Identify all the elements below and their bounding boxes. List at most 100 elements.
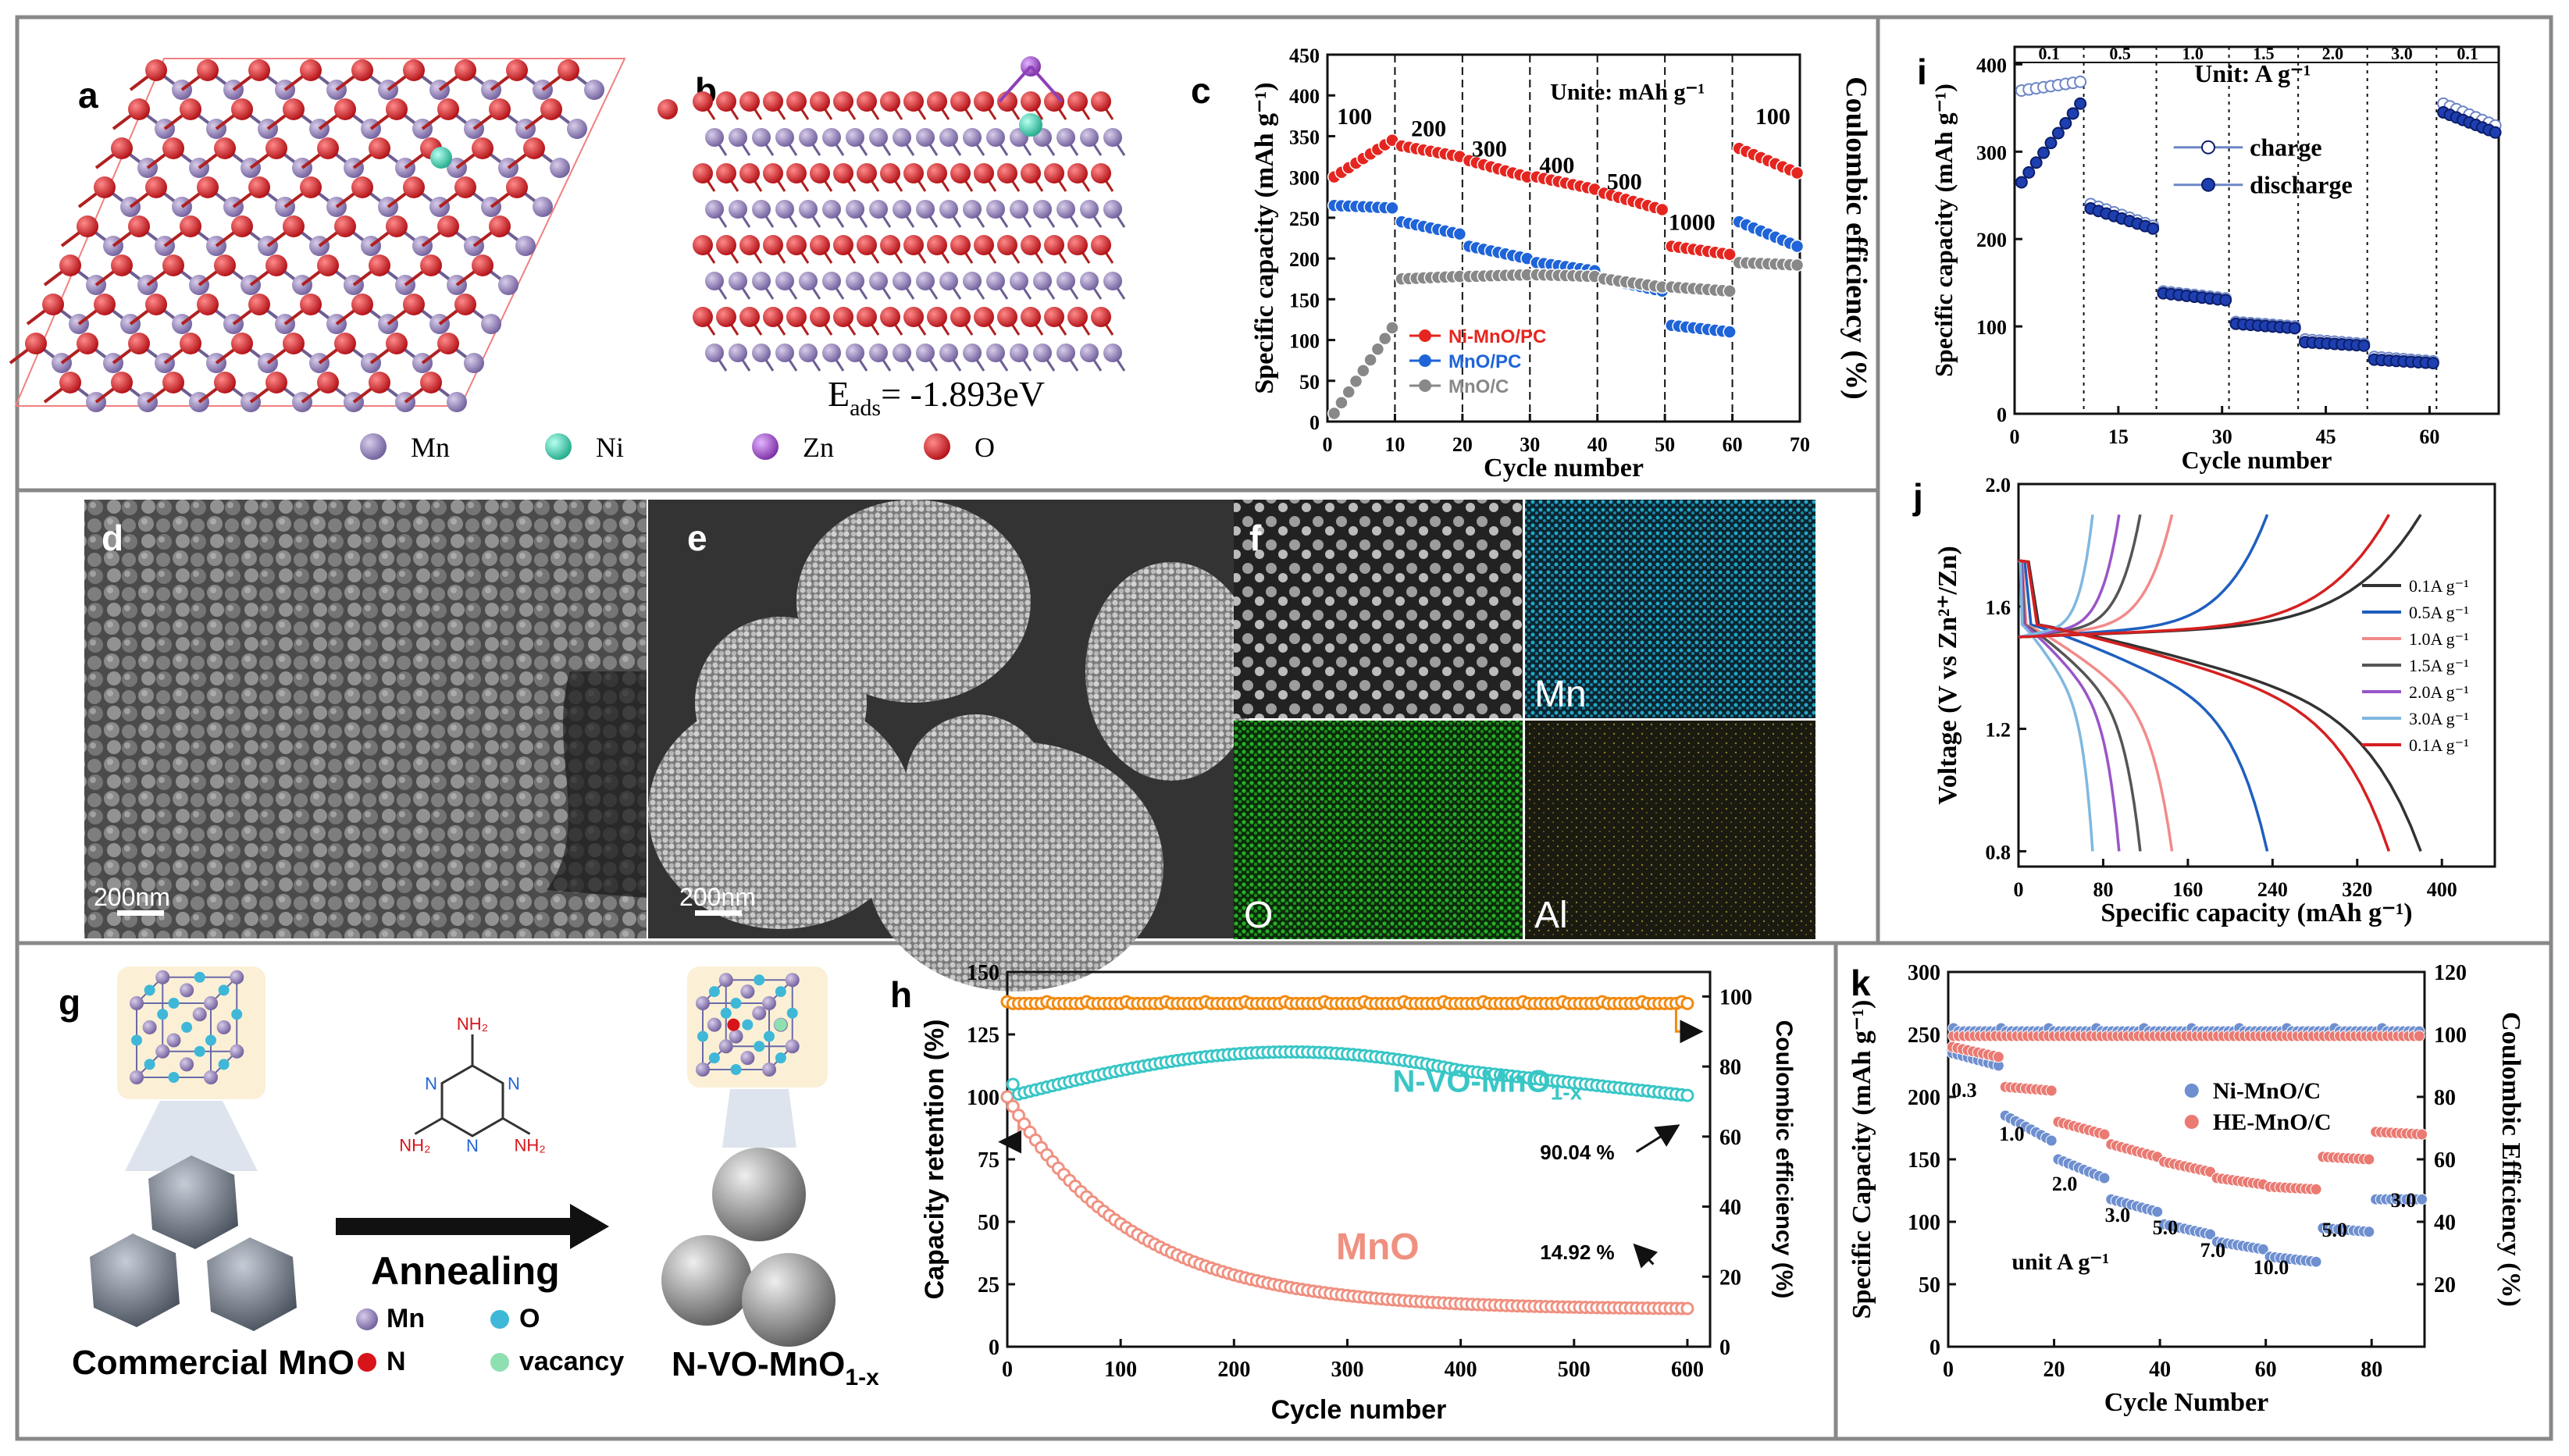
x-axis-title: Specific capacity (mAh g⁻¹) xyxy=(2100,899,2412,927)
point-mnopc xyxy=(1452,227,1467,241)
point-mnoc xyxy=(1334,396,1349,410)
rate-label: 10.0 xyxy=(2254,1256,2289,1279)
point-nimnoc xyxy=(2204,1228,2216,1241)
y-tick-label: 75 xyxy=(978,1148,999,1173)
charge-curve xyxy=(2018,514,2121,639)
y-tick-label: 50 xyxy=(978,1211,999,1235)
atom-o xyxy=(1067,235,1088,255)
y-tick-label: 1.6 xyxy=(1986,596,2011,619)
atom-o xyxy=(197,294,219,315)
x-tick-label: 240 xyxy=(2257,878,2288,901)
atom-mn xyxy=(799,200,818,219)
y-tick-label: 350 xyxy=(1289,126,1320,148)
y-axis-right-title: Coulombic efficiency (%) xyxy=(1840,77,1872,400)
atom-o xyxy=(974,307,994,327)
legend-o-dot xyxy=(490,1310,509,1329)
point-hemnoc xyxy=(2045,1084,2058,1097)
y-tick-label: 300 xyxy=(1289,167,1320,190)
panel-a-label: a xyxy=(78,75,98,116)
sem-gap-d xyxy=(547,671,647,898)
unit-cell-right xyxy=(696,973,800,1077)
panel-g-label: g xyxy=(59,982,80,1023)
atom-o xyxy=(168,1072,180,1083)
bond xyxy=(1029,65,1064,103)
legend-mn-text: Mn xyxy=(387,1304,425,1333)
atom-mn xyxy=(230,1044,244,1059)
atom-o xyxy=(300,176,322,198)
atom-ni xyxy=(430,147,452,169)
y-tick-label: 250 xyxy=(1908,1023,1940,1048)
panel-d-label: d xyxy=(102,518,123,558)
annotation-arrow xyxy=(1635,1124,1680,1153)
y2-tick-label: 80 xyxy=(1719,1056,1741,1080)
microsphere-2 xyxy=(796,500,1031,703)
amine-label: NH₂ xyxy=(399,1136,430,1155)
point-hemnoc xyxy=(2310,1183,2322,1195)
x-tick-label: 0 xyxy=(1943,1358,1954,1382)
atom-mn xyxy=(939,272,958,290)
atom-o xyxy=(708,1052,720,1064)
panel-h-label: h xyxy=(890,974,912,1015)
atom-mn xyxy=(707,1017,722,1032)
legend-text: MnO/PC xyxy=(1448,351,1521,372)
x-tick-label: 320 xyxy=(2342,878,2372,901)
atom-o xyxy=(437,333,459,354)
atom-mn xyxy=(204,1070,218,1084)
point-discharge xyxy=(2357,339,2371,352)
atom-mn xyxy=(916,128,935,147)
rate-label: 1000 xyxy=(1669,210,1716,236)
point-nimnoc xyxy=(2416,1193,2428,1205)
atom-o xyxy=(903,235,924,255)
legend-text-ni: Ni xyxy=(596,432,624,463)
atom-o xyxy=(775,986,786,998)
panel-a-lattice xyxy=(9,58,626,412)
point-nimnoc xyxy=(2045,1134,2058,1147)
legend-text-mn: Mn xyxy=(411,432,450,463)
atom-mn xyxy=(729,344,747,362)
atom-mn xyxy=(775,344,794,362)
chart-h: h0 100 200 300 400 500 6000255075100125150Cycl… xyxy=(890,961,1797,1425)
atom-o xyxy=(162,137,184,159)
point-discharge xyxy=(2426,357,2439,370)
atom-o xyxy=(386,215,408,237)
x-tick-label: 0 xyxy=(2014,878,2024,901)
legend-dot-ni xyxy=(545,433,572,460)
atom-mn xyxy=(550,158,570,178)
panel-e-sem: e 200nm xyxy=(648,500,1257,991)
atom-o xyxy=(283,98,305,120)
atom-mn xyxy=(180,1057,194,1072)
atom-mn xyxy=(705,128,724,147)
rate-label: 3.0 xyxy=(2391,44,2413,63)
atom-o xyxy=(214,137,236,159)
atom-o xyxy=(739,235,760,255)
legend-dot-zn xyxy=(752,433,779,460)
panel-f-eds: f Mn O Al xyxy=(1234,500,1815,939)
legend-text: 1.5A g⁻¹ xyxy=(2409,656,2469,675)
atom-o xyxy=(472,137,493,159)
atom-o xyxy=(833,91,853,112)
legend-o-text: O xyxy=(519,1304,540,1333)
atom-mn xyxy=(155,1044,170,1059)
atom-o xyxy=(231,215,253,237)
atom-o xyxy=(248,294,270,315)
process-arrow-shaft xyxy=(336,1218,570,1235)
legend-text: 2.0A g⁻¹ xyxy=(2409,682,2469,702)
atom-o xyxy=(180,333,201,354)
panel-i-label: i xyxy=(1917,52,1927,92)
point-mnopc xyxy=(1723,325,1737,339)
polyhedron-3 xyxy=(207,1237,297,1331)
atom-vacancy xyxy=(774,1018,787,1031)
atom-o xyxy=(833,235,853,255)
y-tick-label: 1.2 xyxy=(1986,719,2011,742)
y-tick-label: 150 xyxy=(1908,1148,1940,1173)
atom-o xyxy=(730,998,742,1009)
atom-mn xyxy=(822,128,841,147)
x-axis-title: Cycle number xyxy=(1271,1395,1447,1425)
atom-o xyxy=(880,163,900,183)
y-tick-label: 50 xyxy=(1299,371,1320,393)
atom-o xyxy=(506,176,528,198)
legend-text: 0.5A g⁻¹ xyxy=(2409,603,2469,622)
rate-label: 0.5 xyxy=(2109,44,2131,63)
rate-label: 5.0 xyxy=(2153,1216,2179,1239)
atom-o xyxy=(157,1009,169,1020)
